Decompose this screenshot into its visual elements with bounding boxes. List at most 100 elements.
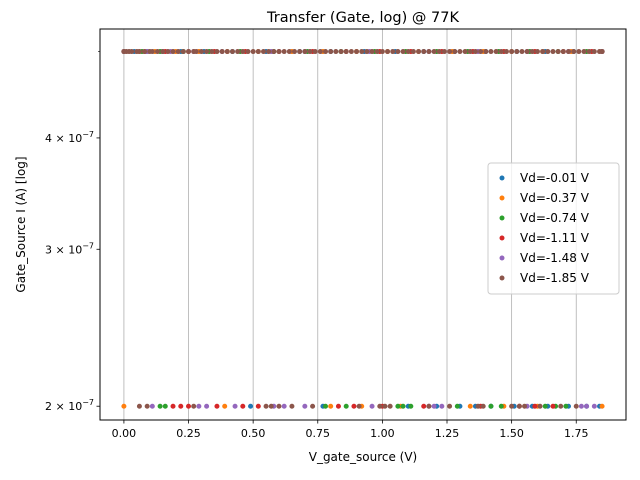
data-point xyxy=(162,403,168,409)
data-point xyxy=(136,49,142,55)
legend-marker xyxy=(499,235,505,241)
data-point xyxy=(240,49,246,55)
legend-marker xyxy=(499,215,505,221)
data-point xyxy=(478,49,484,55)
data-point xyxy=(155,49,161,55)
data-point xyxy=(560,49,566,55)
data-point xyxy=(462,49,468,55)
legend-label: Vd=-0.01 V xyxy=(520,171,590,185)
data-point xyxy=(542,403,548,409)
y-tick-label: 4 × 10−7 xyxy=(45,130,94,145)
data-point xyxy=(410,49,416,55)
legend-marker xyxy=(499,275,505,281)
data-point xyxy=(591,49,597,55)
data-point xyxy=(268,403,274,409)
data-point xyxy=(534,49,540,55)
data-point xyxy=(540,49,546,55)
data-point xyxy=(447,49,453,55)
data-point xyxy=(271,49,277,55)
chart-title: Transfer (Gate, log) @ 77K xyxy=(266,10,459,26)
data-point xyxy=(581,49,587,55)
data-point xyxy=(232,403,238,409)
x-axis: 0.00 0.25 0.50 0.75 1.00 1.25 1.50 1.75 xyxy=(112,420,589,440)
data-point xyxy=(292,49,298,55)
data-point xyxy=(198,49,204,55)
data-point xyxy=(421,403,427,409)
data-point xyxy=(260,49,266,55)
data-point xyxy=(488,403,494,409)
data-point xyxy=(475,403,481,409)
data-point xyxy=(379,49,385,55)
data-point xyxy=(186,49,192,55)
data-point xyxy=(385,49,391,55)
data-point xyxy=(509,403,515,409)
data-point xyxy=(323,403,329,409)
data-point xyxy=(240,403,246,409)
y-axis: 2 × 10−7 3 × 10−7 4 × 10−7 xyxy=(45,51,100,413)
x-tick-label: 0.00 xyxy=(112,427,137,440)
data-point xyxy=(514,49,520,55)
data-point xyxy=(364,49,370,55)
data-point xyxy=(578,403,584,409)
data-point xyxy=(263,403,269,409)
data-point xyxy=(591,403,597,409)
data-point xyxy=(351,403,357,409)
data-point xyxy=(390,49,396,55)
data-point xyxy=(584,403,590,409)
data-point xyxy=(498,403,504,409)
data-point xyxy=(333,49,339,55)
data-point xyxy=(599,403,605,409)
data-point xyxy=(224,49,230,55)
data-point xyxy=(335,403,341,409)
data-point xyxy=(302,403,308,409)
data-point xyxy=(276,49,282,55)
data-point xyxy=(573,403,579,409)
data-point xyxy=(369,49,375,55)
data-point xyxy=(558,403,564,409)
data-point xyxy=(377,403,383,409)
data-point xyxy=(555,49,561,55)
data-point xyxy=(565,49,571,55)
data-point xyxy=(387,403,393,409)
data-point xyxy=(149,49,155,55)
data-point xyxy=(452,49,458,55)
data-point xyxy=(439,403,445,409)
data-point xyxy=(480,403,486,409)
data-point xyxy=(317,49,323,55)
legend-label: Vd=-0.37 V xyxy=(520,191,590,205)
x-tick-label: 1.25 xyxy=(435,427,460,440)
data-point xyxy=(447,403,453,409)
data-point xyxy=(209,49,215,55)
data-point xyxy=(467,403,473,409)
data-point xyxy=(222,403,228,409)
data-point xyxy=(586,49,592,55)
data-point xyxy=(144,403,150,409)
data-point xyxy=(382,403,388,409)
legend-marker xyxy=(499,255,505,261)
series-points xyxy=(121,49,605,409)
data-point xyxy=(522,403,528,409)
data-point xyxy=(204,49,210,55)
data-point xyxy=(550,403,556,409)
data-point xyxy=(186,403,192,409)
x-tick-label: 1.75 xyxy=(564,427,589,440)
data-point xyxy=(441,49,447,55)
data-point xyxy=(312,49,318,55)
data-point xyxy=(509,49,515,55)
data-point xyxy=(175,49,181,55)
data-point xyxy=(286,49,292,55)
data-point xyxy=(545,49,551,55)
x-axis-label: V_gate_source (V) xyxy=(309,450,418,464)
data-point xyxy=(519,49,525,55)
data-point xyxy=(289,403,295,409)
legend-label: Vd=-1.48 V xyxy=(520,251,590,265)
legend: Vd=-0.01 V Vd=-0.37 V Vd=-0.74 V Vd=-1.11 V… xyxy=(487,162,620,295)
legend-marker xyxy=(499,195,505,201)
data-point xyxy=(165,49,171,55)
grid-lines xyxy=(123,29,577,420)
data-point xyxy=(369,403,375,409)
data-point xyxy=(281,49,287,55)
data-point xyxy=(281,403,287,409)
data-point xyxy=(467,49,473,55)
data-point xyxy=(498,49,504,55)
